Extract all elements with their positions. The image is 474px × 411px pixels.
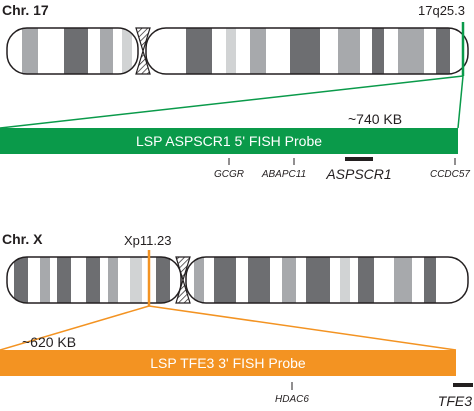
gene-bar-aspscr1 [345,157,373,161]
chr17-locus-label: 17q25.3 [418,3,465,18]
chrx-probe-size: ~620 KB [22,334,76,350]
chrx-zoom-line-left [0,305,150,351]
chr17-probe-size: ~740 KB [348,111,402,127]
chrx-p-arm [7,257,181,303]
chr17-q-arm [146,28,468,74]
gene-label-ccdc57: CCDC57 [430,169,470,180]
chrx-zoom-line-right [148,305,457,351]
chr17-q-arm-outline [145,27,469,75]
gene-label-tfe3: TFE3 [438,393,472,409]
chr17-label: Chr. 17 [2,2,49,18]
chr17-zoom-line-left [0,75,464,129]
chr17-p-arm-outline [6,27,139,75]
chrx-p-arm-outline [6,256,182,304]
chrx-centromere [175,256,191,304]
chrx-q-arm [186,257,468,303]
chrx-q-arm-outline [185,256,469,304]
chrx-probe-bar [0,350,456,376]
chrx-locus-label: Xp11.23 [124,233,171,248]
chr17-probe-bar [0,128,458,154]
chr17-zoom-line-right [457,75,464,129]
gene-label-hdac6: HDAC6 [275,394,309,405]
chr17-centromere [135,27,151,75]
gene-label-gcgr: GCGR [214,169,244,180]
chrx-section: Chr. X Xp11.23 [0,231,473,409]
gene-label-abapc11: ABAPC11 [261,169,306,180]
gene-label-aspscr1: ASPSCR1 [325,166,391,182]
chr17-probe-label: LSP ASPSCR1 5' FISH Probe [136,133,322,149]
chr17-section: Chr. 17 17q25.3 [0,2,470,182]
chr17-p-arm [7,28,138,74]
gene-bar-tfe3 [453,383,473,387]
chrx-label: Chr. X [2,231,43,247]
chrx-probe-label: LSP TFE3 3' FISH Probe [150,355,306,371]
